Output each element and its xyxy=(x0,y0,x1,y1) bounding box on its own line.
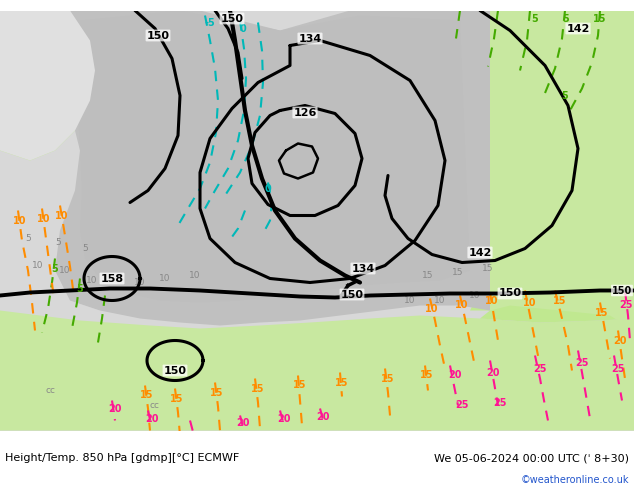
Text: 25: 25 xyxy=(575,358,589,368)
Text: We 05-06-2024 00:00 UTC (ˈ 8+30): We 05-06-2024 00:00 UTC (ˈ 8+30) xyxy=(434,453,629,463)
Text: 10: 10 xyxy=(37,214,51,223)
Text: Height/Temp. 850 hPa [gdmp][°C] ECMWF: Height/Temp. 850 hPa [gdmp][°C] ECMWF xyxy=(5,453,239,463)
Text: 20: 20 xyxy=(277,414,291,423)
Text: 20: 20 xyxy=(108,403,122,414)
Text: 10: 10 xyxy=(59,266,71,275)
Polygon shape xyxy=(0,311,634,431)
Text: 20: 20 xyxy=(613,336,627,345)
Text: cc: cc xyxy=(45,386,55,395)
Text: 150: 150 xyxy=(612,286,632,295)
Text: 15: 15 xyxy=(335,377,349,388)
Text: 10: 10 xyxy=(485,295,499,305)
Text: 5: 5 xyxy=(532,14,538,24)
Text: 10: 10 xyxy=(13,216,27,225)
Text: 15: 15 xyxy=(381,373,395,384)
Polygon shape xyxy=(490,10,634,330)
Text: 15: 15 xyxy=(553,295,567,305)
Text: 5: 5 xyxy=(562,14,569,24)
Text: 126: 126 xyxy=(294,107,317,118)
Text: 134: 134 xyxy=(351,264,375,273)
Text: 158: 158 xyxy=(100,273,124,284)
Text: 0: 0 xyxy=(240,24,247,33)
Text: -5: -5 xyxy=(205,18,216,27)
Text: 20: 20 xyxy=(145,414,158,423)
Text: 10: 10 xyxy=(134,278,146,287)
Text: 150: 150 xyxy=(498,289,522,298)
Text: 15: 15 xyxy=(422,271,434,280)
Text: 142: 142 xyxy=(469,247,492,258)
Text: 150: 150 xyxy=(146,30,169,41)
Text: 25: 25 xyxy=(619,300,633,311)
Text: 15: 15 xyxy=(452,268,463,277)
Text: 5: 5 xyxy=(82,244,88,253)
Text: 150: 150 xyxy=(164,366,186,375)
Text: 10: 10 xyxy=(159,274,171,283)
Text: 25: 25 xyxy=(493,397,507,408)
Text: 25: 25 xyxy=(533,364,547,373)
Text: 10: 10 xyxy=(404,296,416,305)
Text: 15: 15 xyxy=(210,388,224,397)
Text: 15: 15 xyxy=(593,14,607,24)
Text: 15: 15 xyxy=(171,393,184,403)
Text: 10: 10 xyxy=(32,261,44,270)
Text: 5: 5 xyxy=(51,264,58,273)
Text: 5: 5 xyxy=(55,238,61,247)
Text: 5: 5 xyxy=(562,91,568,100)
Text: 10: 10 xyxy=(55,211,68,220)
Text: cc: cc xyxy=(150,401,160,410)
Text: 15: 15 xyxy=(482,264,494,273)
Text: 142: 142 xyxy=(566,24,590,33)
Text: 15: 15 xyxy=(294,381,307,391)
Text: 15: 15 xyxy=(595,308,609,318)
Text: 134: 134 xyxy=(299,33,321,44)
Text: 10: 10 xyxy=(86,276,98,285)
Polygon shape xyxy=(55,10,490,325)
Text: 10: 10 xyxy=(425,303,439,314)
Text: 15: 15 xyxy=(140,391,154,400)
Text: 20: 20 xyxy=(486,368,500,377)
Text: 20: 20 xyxy=(316,412,330,421)
Text: 0: 0 xyxy=(264,183,271,194)
Text: 5: 5 xyxy=(25,234,31,243)
Text: 25: 25 xyxy=(455,400,469,411)
Text: 10: 10 xyxy=(469,291,481,300)
Text: 15: 15 xyxy=(420,370,434,381)
Text: 10: 10 xyxy=(434,296,446,305)
Polygon shape xyxy=(0,10,95,161)
Text: 20: 20 xyxy=(236,417,250,427)
Polygon shape xyxy=(480,10,634,322)
Text: 10: 10 xyxy=(523,297,537,308)
Text: 25: 25 xyxy=(611,364,624,373)
Text: ©weatheronline.co.uk: ©weatheronline.co.uk xyxy=(521,475,629,485)
Text: 20: 20 xyxy=(448,370,462,381)
Text: 150: 150 xyxy=(340,290,363,299)
Text: 150: 150 xyxy=(221,14,243,24)
Polygon shape xyxy=(78,10,470,302)
Polygon shape xyxy=(470,10,634,311)
Polygon shape xyxy=(0,10,95,161)
Text: 15: 15 xyxy=(251,384,265,393)
Text: 10: 10 xyxy=(455,300,469,311)
Text: 5: 5 xyxy=(77,284,84,294)
Text: 10: 10 xyxy=(190,271,201,280)
